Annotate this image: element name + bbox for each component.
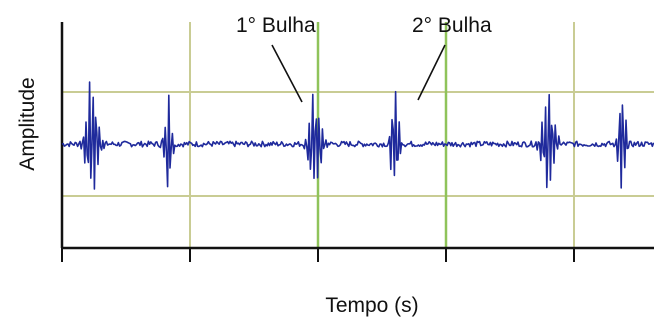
grid	[62, 22, 654, 248]
series-line	[61, 81, 654, 190]
annotation-label-1: 1° Bulha	[236, 14, 316, 37]
y-axis-label: Amplitude	[16, 77, 39, 170]
annotation-pointer-2	[417, 44, 446, 101]
x-axis-label: Tempo (s)	[325, 294, 418, 317]
x-ticks	[61, 248, 575, 262]
axes	[60, 22, 654, 250]
annotation-pointer-1	[271, 44, 303, 103]
annotation-pointers	[271, 44, 446, 103]
annotation-label-2: 2° Bulha	[412, 14, 492, 37]
